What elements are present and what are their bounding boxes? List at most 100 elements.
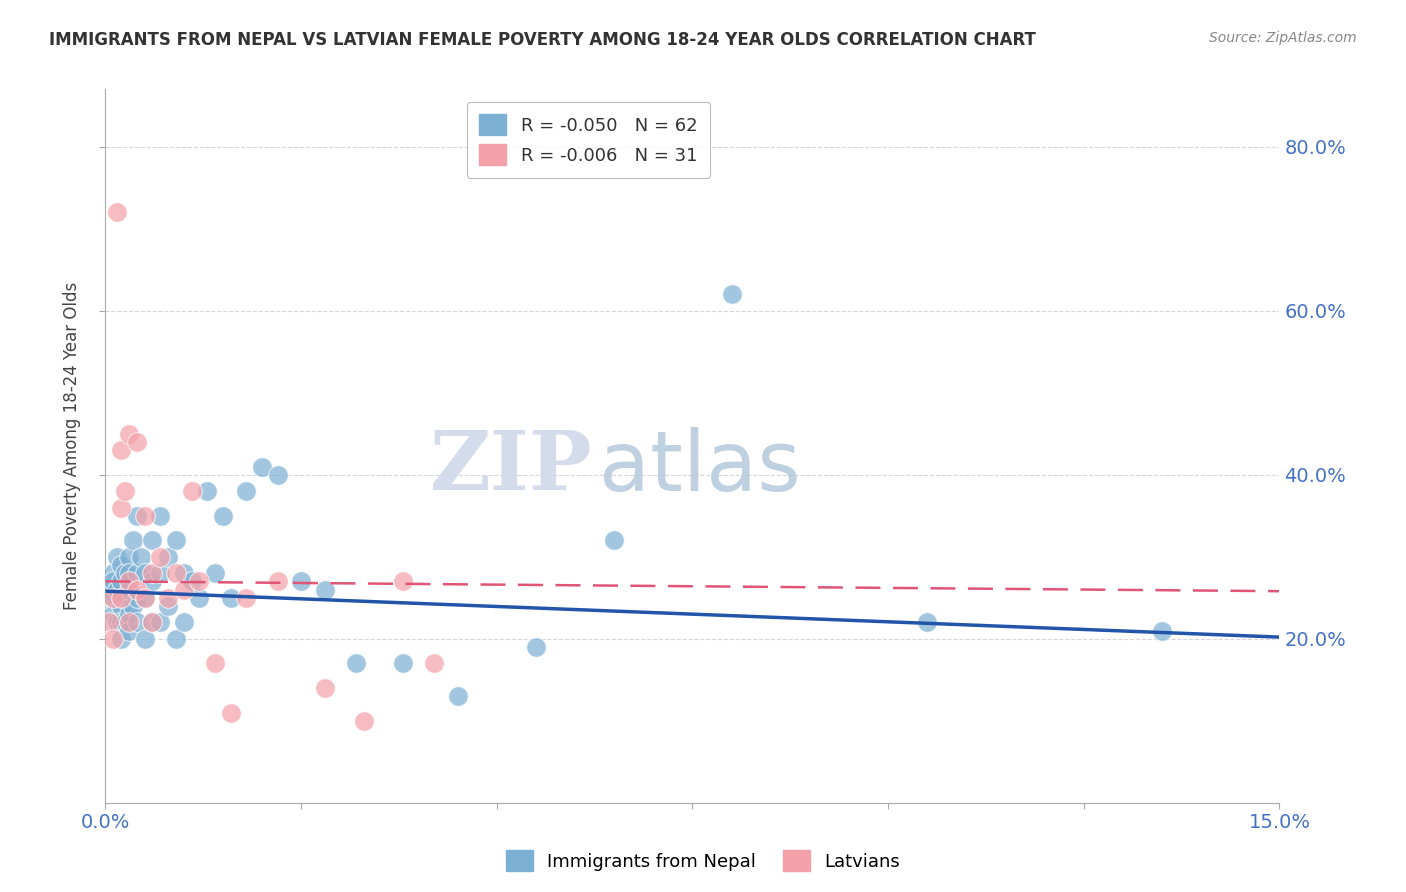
Point <box>105 615 128 630</box>
Point <box>149 615 172 630</box>
Point <box>118 607 141 622</box>
Point <box>204 657 226 671</box>
Point <box>235 591 257 605</box>
Point <box>180 484 202 499</box>
Point <box>98 582 121 597</box>
Point <box>134 632 156 646</box>
Point <box>134 566 156 581</box>
Point <box>157 591 180 605</box>
Point <box>165 632 187 646</box>
Point <box>353 714 375 728</box>
Point <box>125 508 148 523</box>
Point <box>266 467 288 482</box>
Point <box>314 582 336 597</box>
Point <box>188 574 211 589</box>
Point <box>114 566 136 581</box>
Point <box>173 566 195 581</box>
Point <box>603 533 626 548</box>
Point <box>211 508 233 523</box>
Point <box>344 657 367 671</box>
Point <box>446 689 468 703</box>
Point <box>314 681 336 695</box>
Point <box>134 591 156 605</box>
Point <box>118 582 141 597</box>
Point <box>219 706 242 720</box>
Point <box>720 287 742 301</box>
Point <box>141 574 163 589</box>
Point <box>110 574 132 589</box>
Point <box>118 574 141 589</box>
Point <box>100 591 122 605</box>
Point <box>180 574 202 589</box>
Point <box>173 582 195 597</box>
Point <box>165 533 187 548</box>
Point <box>219 591 242 605</box>
Point <box>266 574 288 589</box>
Point <box>141 615 163 630</box>
Point <box>105 205 128 219</box>
Point <box>103 591 125 605</box>
Point <box>157 599 180 613</box>
Point <box>188 591 211 605</box>
Point <box>165 566 187 581</box>
Point <box>103 632 125 646</box>
Point <box>141 615 163 630</box>
Point <box>134 508 156 523</box>
Text: ZIP: ZIP <box>430 427 593 508</box>
Point <box>110 558 132 572</box>
Point <box>105 549 128 564</box>
Point <box>125 566 148 581</box>
Point <box>125 591 148 605</box>
Point <box>129 549 152 564</box>
Point <box>110 615 132 630</box>
Point <box>141 566 163 581</box>
Legend: R = -0.050   N = 62, R = -0.006   N = 31: R = -0.050 N = 62, R = -0.006 N = 31 <box>467 102 710 178</box>
Point <box>915 615 938 630</box>
Point <box>114 615 136 630</box>
Point <box>114 484 136 499</box>
Point <box>204 566 226 581</box>
Legend: Immigrants from Nepal, Latvians: Immigrants from Nepal, Latvians <box>498 843 908 879</box>
Point <box>524 640 547 654</box>
Point <box>125 434 148 449</box>
Point <box>149 508 172 523</box>
Point <box>392 574 415 589</box>
Point <box>110 632 132 646</box>
Point <box>173 615 195 630</box>
Point <box>110 443 132 458</box>
Point <box>103 574 125 589</box>
Point <box>125 582 148 597</box>
Point <box>157 549 180 564</box>
Point <box>103 566 125 581</box>
Point <box>250 459 273 474</box>
Point <box>114 591 136 605</box>
Point <box>121 599 143 613</box>
Point <box>392 657 415 671</box>
Point <box>141 533 163 548</box>
Point <box>149 566 172 581</box>
Point <box>110 500 132 515</box>
Point <box>118 624 141 638</box>
Point <box>103 607 125 622</box>
Point <box>290 574 312 589</box>
Point <box>110 591 132 605</box>
Point <box>423 657 446 671</box>
Point <box>195 484 218 499</box>
Y-axis label: Female Poverty Among 18-24 Year Olds: Female Poverty Among 18-24 Year Olds <box>63 282 82 610</box>
Point <box>110 599 132 613</box>
Point <box>118 549 141 564</box>
Point <box>149 549 172 564</box>
Text: atlas: atlas <box>599 427 800 508</box>
Text: Source: ZipAtlas.com: Source: ZipAtlas.com <box>1209 31 1357 45</box>
Text: IMMIGRANTS FROM NEPAL VS LATVIAN FEMALE POVERTY AMONG 18-24 YEAR OLDS CORRELATIO: IMMIGRANTS FROM NEPAL VS LATVIAN FEMALE … <box>49 31 1036 49</box>
Point <box>134 591 156 605</box>
Point <box>118 615 141 630</box>
Point <box>118 426 141 441</box>
Point <box>1150 624 1173 638</box>
Point <box>235 484 257 499</box>
Point <box>118 566 141 581</box>
Point <box>105 582 128 597</box>
Point <box>98 615 121 630</box>
Point <box>121 533 143 548</box>
Point <box>125 615 148 630</box>
